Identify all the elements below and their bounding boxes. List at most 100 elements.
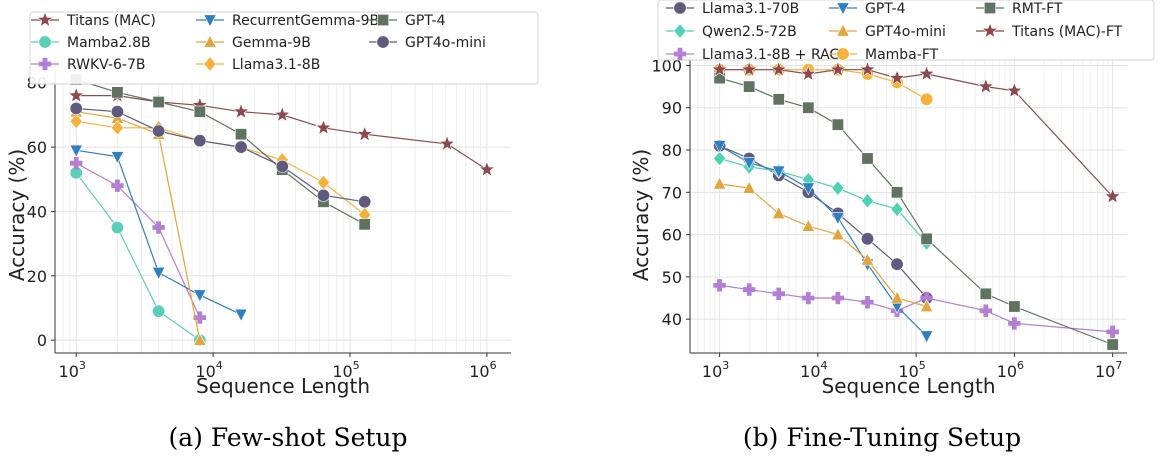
x-tick-base: 10: [1095, 362, 1115, 381]
data-point: [801, 218, 816, 232]
legend-label: Llama3.1-8B: [232, 57, 320, 73]
series-line: [76, 78, 365, 225]
x-tick-label: 105: [898, 359, 925, 381]
data-point: [802, 291, 815, 305]
data-point: [772, 93, 785, 106]
series-line: [75, 172, 201, 341]
legend-box: [657, 0, 1155, 61]
x-tick-base: 10: [898, 362, 918, 381]
data-point: [740, 60, 758, 77]
data-point: [152, 96, 165, 109]
legend: Llama3.1-70B Qwen2.5-72B Llama3.1-8B + RAG…: [657, 0, 1155, 63]
legend-box: [29, 11, 539, 85]
data-point: [69, 101, 83, 115]
x-tick-exponent: 5: [919, 359, 926, 372]
legend-entry: GPT-4: [829, 1, 906, 17]
legend-label: Titans (MAC): [66, 13, 156, 29]
legend-label: Mamba-FT: [865, 47, 939, 63]
data-point: [111, 86, 124, 99]
legend-label: GPT4o-mini: [405, 35, 486, 51]
legend-marker: [836, 2, 850, 16]
grid: [689, 57, 1127, 353]
data-point: [918, 65, 936, 82]
data-point: [358, 195, 372, 209]
data-point: [890, 201, 904, 217]
legend-marker: [673, 47, 687, 61]
legend-entry: RecurrentGemma-9B: [196, 13, 379, 29]
data-point: [356, 125, 374, 142]
data-point: [801, 182, 816, 196]
data-point: [711, 60, 729, 77]
legend-marker: [36, 11, 54, 28]
data-point: [69, 144, 83, 158]
data-point: [111, 179, 124, 192]
data-point: [234, 140, 248, 154]
data-point: [888, 69, 906, 86]
x-tick-base: 10: [702, 362, 722, 381]
legend-marker: [836, 23, 850, 37]
y-tick-label: 60: [27, 138, 47, 157]
legend-marker: [673, 23, 687, 39]
legend-label: Gemma-9B: [232, 35, 311, 51]
data-point: [193, 332, 207, 346]
data-point: [358, 218, 371, 231]
plot-area: [690, 57, 1127, 353]
data-point: [713, 279, 726, 292]
legend-label: Qwen2.5-72B: [702, 24, 797, 40]
data-point: [712, 176, 727, 190]
legend-entry: GPT4o-mini: [369, 35, 486, 51]
data-point: [831, 180, 845, 196]
data-point: [152, 221, 165, 234]
x-tick-label: 105: [332, 359, 359, 381]
series-gpt4o-mini: [69, 101, 372, 209]
data-point: [979, 304, 993, 317]
series-line: [76, 107, 365, 203]
x-tick-exponent: 3: [79, 359, 86, 372]
data-point: [110, 151, 125, 165]
x-tick-exponent: 6: [490, 359, 497, 372]
legend-entry: Llama3.1-8B + RAG: [666, 47, 840, 63]
data-point: [152, 304, 166, 318]
data-point: [193, 134, 207, 148]
data-point: [772, 165, 786, 179]
y-tick-label: 80: [662, 141, 682, 160]
series-rwkv-6-7b: [70, 156, 207, 324]
x-axis-label: Sequence Length: [196, 374, 370, 398]
legend-marker: [376, 35, 390, 49]
x-tick-exponent: 7: [1115, 359, 1122, 372]
data-point: [772, 287, 785, 300]
x-tick-label: 103: [59, 359, 86, 381]
legend-label: RMT-FT: [1012, 1, 1063, 17]
legend-label: Llama3.1-8B + RAG: [702, 47, 840, 63]
data-point: [891, 186, 904, 199]
y-tick-label: 70: [662, 183, 682, 202]
series-line: [75, 162, 201, 318]
y-tick-label: 90: [662, 99, 682, 118]
data-point: [70, 156, 83, 170]
caption-a: (a) Few-shot Setup: [168, 423, 407, 452]
data-point: [979, 287, 992, 300]
data-point: [831, 227, 845, 241]
legend-label: Llama3.1-70B: [702, 1, 799, 17]
data-point: [890, 257, 904, 271]
y-tick-label: 60: [662, 226, 682, 245]
data-point: [193, 311, 207, 324]
y-tick-label: 100: [651, 56, 682, 75]
data-point: [152, 124, 166, 138]
y-tick-label: 40: [662, 310, 682, 329]
x-tick-label: 107: [1095, 359, 1122, 381]
data-point: [743, 80, 756, 93]
legend-entry: Llama3.1-8B: [196, 56, 320, 73]
y-axis-label: Accuracy (%): [5, 149, 29, 281]
legend-entry: Qwen2.5-72B: [666, 23, 797, 40]
legend-label: RWKV-6-7B: [67, 57, 145, 73]
data-point: [742, 180, 756, 194]
legend-marker: [203, 56, 217, 72]
data-point: [770, 60, 788, 77]
legend-entry: Gemma-9B: [196, 34, 311, 51]
few-shot-chart: 020406080103104105106Sequence LengthAccu…: [5, 11, 539, 398]
x-tick-exponent: 6: [1017, 359, 1024, 372]
legend: Titans (MAC) Mamba2.8B RWKV-6-7B RecurrentG…: [29, 11, 539, 85]
x-tick-exponent: 5: [353, 359, 360, 372]
